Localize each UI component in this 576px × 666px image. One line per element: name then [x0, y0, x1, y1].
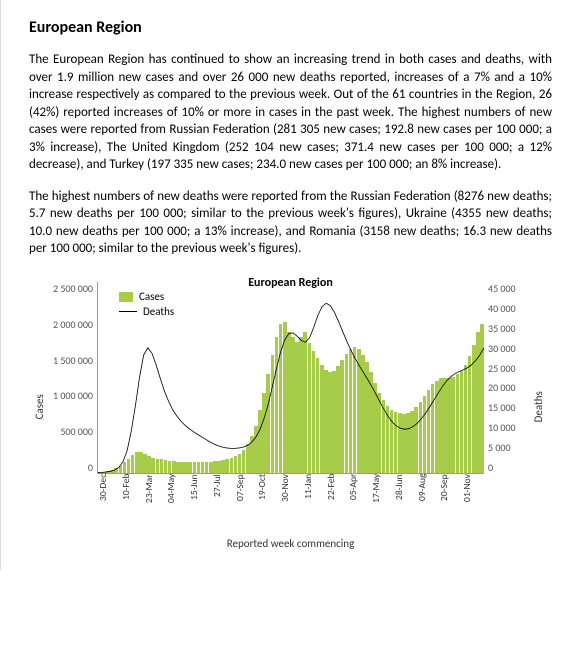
x-tick: 04-May	[165, 474, 188, 530]
y-left-ticks: 2 500 000 2 000 000 1 500 000 1 000 000 500 …	[43, 282, 93, 474]
y-right-tick: 10 000	[488, 421, 538, 434]
y-left-tick: 1 000 000	[43, 389, 93, 402]
region-title: European Region	[29, 18, 552, 37]
y-right-tick: 0	[488, 461, 538, 474]
plot-area	[97, 282, 484, 474]
y-right-tick: 20 000	[488, 381, 538, 394]
y-right-tick: 15 000	[488, 401, 538, 414]
x-tick: 09-Aug	[416, 474, 439, 530]
cases-deaths-chart: European Region Cases Deaths Cases Death…	[29, 272, 552, 552]
paragraph-1: The European Region has continued to sho…	[29, 51, 552, 174]
y-right-tick: 35 000	[488, 322, 538, 335]
x-tick: 17-May	[370, 474, 393, 530]
y-left-tick: 500 000	[43, 425, 93, 438]
deaths-line	[98, 282, 484, 473]
y-left-tick: 1 500 000	[43, 354, 93, 367]
x-tick: 22-Feb	[325, 474, 348, 530]
y-right-tick: 40 000	[488, 302, 538, 315]
x-tick: 01-Nov	[461, 474, 484, 530]
x-tick: 28-Jun	[393, 474, 416, 530]
x-tick: 27-Jul	[211, 474, 234, 530]
paragraph-2: The highest numbers of new deaths were r…	[29, 188, 552, 258]
x-axis-ticks: 30-Dec10-Feb23-Mar04-May15-Jun27-Jul07-S…	[97, 474, 484, 530]
x-tick: 05-Apr	[347, 474, 370, 530]
x-tick: 30-Nov	[279, 474, 302, 530]
y-right-tick: 25 000	[488, 362, 538, 375]
x-tick: 19-Oct	[256, 474, 279, 530]
y-left-tick: 2 500 000	[43, 282, 93, 295]
y-left-tick: 2 000 000	[43, 318, 93, 331]
x-tick: 11-Jan	[302, 474, 325, 530]
x-tick: 15-Jun	[188, 474, 211, 530]
x-tick: 30-Dec	[97, 474, 120, 530]
x-tick: 10-Feb	[120, 474, 143, 530]
x-tick: 23-Mar	[143, 474, 166, 530]
y-right-ticks: 45 000 40 000 35 000 30 000 25 000 20 000 15 0…	[488, 282, 538, 474]
y-right-tick: 5 000	[488, 441, 538, 454]
y-right-tick: 45 000	[488, 282, 538, 295]
y-left-tick: 0	[43, 461, 93, 474]
y-right-tick: 30 000	[488, 342, 538, 355]
x-axis-label: Reported week commencing	[29, 537, 552, 550]
x-tick: 20-Sep	[438, 474, 461, 530]
x-tick: 07-Sep	[234, 474, 257, 530]
